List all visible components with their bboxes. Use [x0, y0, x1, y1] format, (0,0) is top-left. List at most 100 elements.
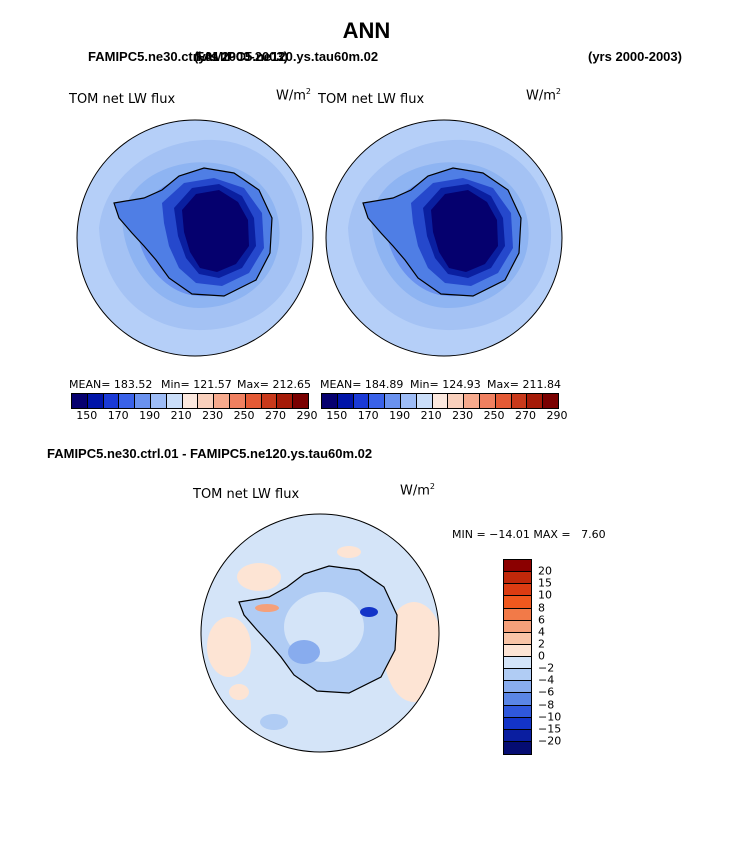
colorbar-tick-label: 250: [233, 409, 255, 422]
diff-colorbar-tick-label: −4: [538, 673, 555, 687]
colorbar-tick-label: 150: [326, 409, 348, 422]
diff-colorbar-tick-label: 2: [538, 637, 545, 651]
diff-colorbar-tick-label: 20: [538, 564, 552, 578]
difference-colorbar: [503, 559, 532, 755]
colorbar-swatch: [495, 394, 512, 408]
diff-colorbar-swatch: [504, 560, 531, 573]
colorbar-swatch: [293, 394, 308, 408]
page-title: ANN: [342, 18, 391, 43]
diff-colorbar-swatch: [504, 644, 531, 657]
diff-colorbar-swatch: [504, 620, 531, 633]
colorbar-tick-label: 290: [296, 409, 318, 422]
colorbar-swatch: [214, 394, 230, 408]
left-colorbar-ticks: 150 170 190 210 230 250 270 290: [71, 409, 317, 423]
diff-colorbar-swatch: [504, 572, 531, 585]
colorbar-swatch: [119, 394, 136, 408]
colorbar-tick-label: 210: [170, 409, 192, 422]
difference-title: FAMIPC5.ne30.ctrl.01 - FAMIPC5.ne120.ys.…: [47, 446, 373, 461]
diff-colorbar-swatch: [504, 729, 531, 742]
diff-colorbar-tick-label: −15: [538, 722, 562, 736]
left-years-header: (yrs 2000-2003): [194, 49, 288, 64]
colorbar-swatch: [103, 394, 120, 408]
right-colorbar-ticks: 150 170 190 210 230 250 270 290: [321, 409, 567, 423]
colorbar-swatch: [198, 394, 215, 408]
colorbar-swatch: [245, 394, 262, 408]
colorbar-swatch: [261, 394, 278, 408]
right-panel-label: TOM net LW flux: [318, 92, 425, 107]
diff-colorbar-swatch: [504, 669, 531, 682]
colorbar-swatch: [150, 394, 167, 408]
diff-colorbar-tick-label: 0: [538, 649, 545, 663]
difference-colorbar-ticks: 20 15 10 8 6 4 2 0 −2 −4 −6 −8 −10 −15 −20: [538, 559, 578, 753]
colorbar-swatch: [464, 394, 480, 408]
colorbar-swatch: [353, 394, 370, 408]
right-mean-stat: MEAN= 184.89: [320, 378, 404, 391]
diff-colorbar-swatch: [504, 705, 531, 718]
difference-map: [200, 513, 440, 753]
colorbar-swatch: [432, 394, 449, 408]
colorbar-swatch: [322, 394, 338, 408]
diff-colorbar-tick-label: −20: [538, 734, 562, 748]
diff-colorbar-tick-label: −10: [538, 710, 562, 724]
colorbar-swatch: [479, 394, 496, 408]
colorbar-swatch: [166, 394, 183, 408]
left-max-stat: Max= 212.65: [237, 378, 311, 391]
diff-colorbar-swatch: [504, 681, 531, 694]
right-colorbar: [321, 393, 559, 409]
colorbar-tick-label: 190: [389, 409, 411, 422]
colorbar-swatch: [527, 394, 544, 408]
colorbar-swatch: [385, 394, 401, 408]
diff-colorbar-tick-label: −6: [538, 685, 555, 699]
colorbar-tick-label: 210: [420, 409, 442, 422]
diff-panel-label: TOM net LW flux: [193, 487, 300, 502]
diff-colorbar-swatch: [504, 693, 531, 706]
left-mean-stat: MEAN= 183.52: [69, 378, 153, 391]
colorbar-swatch: [277, 394, 294, 408]
diff-colorbar-tick-label: −2: [538, 661, 555, 675]
left-min-stat: Min= 121.57: [161, 378, 232, 391]
colorbar-tick-label: 190: [139, 409, 161, 422]
colorbar-swatch: [400, 394, 417, 408]
colorbar-swatch: [87, 394, 104, 408]
right-units-label: W/m2: [526, 87, 561, 104]
colorbar-swatch: [135, 394, 151, 408]
diff-colorbar-swatch: [504, 596, 531, 609]
diff-colorbar-swatch: [504, 741, 531, 754]
colorbar-swatch: [448, 394, 465, 408]
colorbar-swatch: [511, 394, 528, 408]
diff-colorbar-swatch: [504, 584, 531, 597]
colorbar-tick-label: 230: [452, 409, 474, 422]
left-map: [76, 119, 314, 357]
diff-colorbar-swatch: [504, 717, 531, 730]
colorbar-swatch: [72, 394, 88, 408]
right-max-stat: Max= 211.84: [487, 378, 561, 391]
diff-colorbar-tick-label: 6: [538, 613, 545, 627]
diff-colorbar-swatch: [504, 657, 531, 670]
diff-colorbar-tick-label: 4: [538, 625, 545, 639]
left-units-label: W/m2: [276, 87, 311, 104]
colorbar-swatch: [543, 394, 558, 408]
colorbar-tick-label: 270: [515, 409, 537, 422]
right-map: [325, 119, 563, 357]
colorbar-tick-label: 290: [546, 409, 568, 422]
left-case-header: FAMIPC5.ne30.ctrl.01: [88, 49, 220, 64]
diff-colorbar-tick-label: −8: [538, 698, 555, 711]
diff-colorbar-swatch: [504, 608, 531, 621]
diff-colorbar-tick-label: 8: [538, 601, 545, 614]
diff-colorbar-swatch: [504, 632, 531, 645]
right-years-header: (yrs 2000-2003): [588, 49, 682, 64]
diff-colorbar-tick-label: 15: [538, 576, 552, 590]
colorbar-tick-label: 170: [107, 409, 129, 422]
left-colorbar: [71, 393, 309, 409]
colorbar-tick-label: 230: [202, 409, 224, 422]
colorbar-swatch: [182, 394, 199, 408]
right-case-header: FAMIPC5.ne120.ys.tau60m.02: [196, 49, 379, 64]
left-panel-label: TOM net LW flux: [69, 92, 176, 107]
colorbar-tick-label: 250: [483, 409, 505, 422]
colorbar-swatch: [369, 394, 386, 408]
colorbar-swatch: [229, 394, 246, 408]
colorbar-tick-label: 170: [357, 409, 379, 422]
diff-colorbar-tick-label: 10: [538, 588, 552, 602]
diff-units-label: W/m2: [400, 482, 435, 499]
diff-min-max-stat: MIN = −14.01 MAX = 7.60: [452, 528, 606, 541]
